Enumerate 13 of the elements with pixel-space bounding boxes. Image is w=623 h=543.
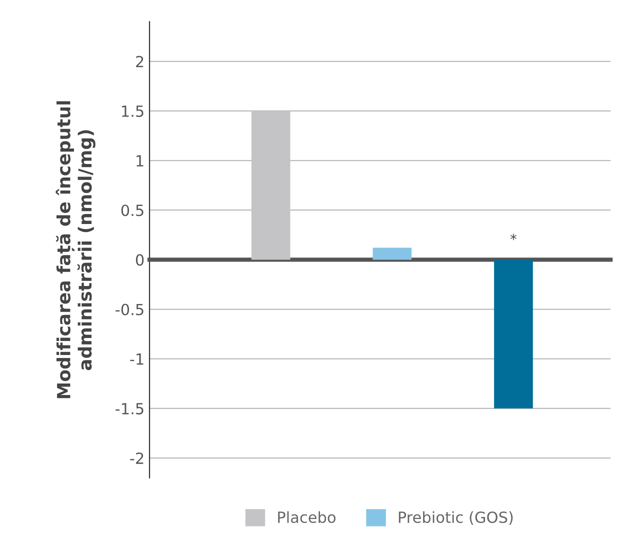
- y-tick-label: -1: [130, 354, 144, 365]
- annotation: *: [510, 234, 517, 240]
- y-tick-label: 1: [136, 155, 144, 166]
- y-axis-title: Modificarea față de începutul administrării (nmol/mg): [56, 101, 96, 398]
- y-tick-label: -2: [130, 452, 144, 464]
- y-tick-label: 2: [136, 56, 144, 68]
- legend-label: Prebiotic (GOS): [398, 511, 513, 525]
- y-tick-label: 1.5: [122, 106, 144, 117]
- y-tick-label: -1.5: [116, 403, 144, 414]
- y-tick-label: -0.5: [116, 304, 144, 316]
- y-tick-label: 0.5: [121, 204, 144, 216]
- y-tick-label: 0: [136, 254, 144, 266]
- legend-label: Placebo: [278, 511, 336, 524]
